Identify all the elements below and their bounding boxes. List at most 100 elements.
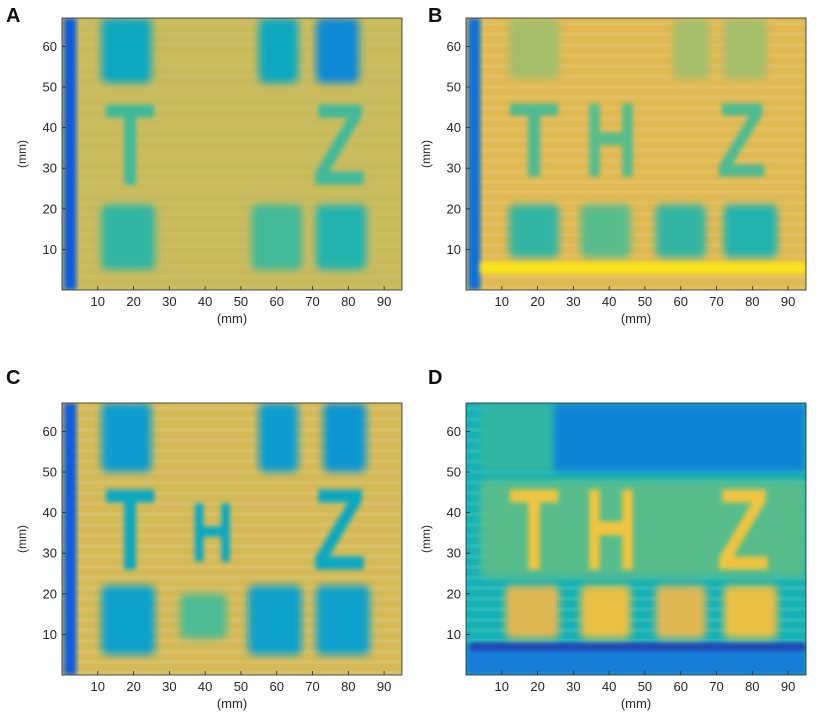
edge-band [63,18,77,290]
stripe-artifact [62,554,402,559]
x-tick-label: 90 [377,294,391,309]
letter-h: H [191,485,234,579]
panel-d: T H Z 10 20 30 40 50 60 70 80 90 10 20 30 40 50 60 (mm) (mm… [419,367,807,711]
heatmap-block [580,204,631,258]
x-tick-label: 80 [341,294,355,309]
stripe-artifact [466,201,806,206]
axes-frame [61,17,403,291]
heatmap-block [180,593,227,639]
stripe-artifact [466,116,806,121]
x-tick-label: 40 [602,679,616,694]
stripe-artifact [62,211,402,216]
x-tick-label: 20 [530,679,544,694]
stripe-artifact [62,127,402,132]
stripe-artifact [62,21,402,26]
x-axis-label: (mm) [621,696,651,711]
stripe-artifact [62,253,402,258]
heatmap-block [316,18,360,83]
stripe-artifact [62,84,402,90]
letter-t: T [105,79,155,209]
x-tick-label: 30 [162,294,176,309]
x-tick-label: 80 [745,679,759,694]
x-tick-label: 50 [234,294,248,309]
stripe-artifact [62,32,402,37]
x-tick-label: 10 [91,294,105,309]
letter-z: Z [717,81,767,199]
heatmap-block [723,585,778,639]
stripe-artifact [62,596,402,601]
x-tick-label: 10 [495,294,509,309]
stripe-artifact [62,607,402,612]
heatmap-block [580,585,631,639]
heatmap-block [101,204,156,270]
x-tick-label: 60 [674,679,688,694]
stripe-artifact [62,575,402,580]
stripe-artifact [62,522,402,527]
x-tick-label: 60 [270,294,284,309]
stripe-artifact [466,617,806,622]
heatmap-block [101,403,152,473]
y-tick-label: 30 [447,161,461,176]
stripe-artifact [466,84,806,90]
y-tick-label: 40 [447,120,461,135]
panel-b: T H Z 10 20 30 40 50 60 70 80 90 10 20 30 40 50 60 (mm) (mm… [419,5,807,326]
stripe-artifact [466,42,806,47]
stripe-artifact [62,116,402,121]
y-tick-label: 60 [447,39,461,54]
stripe-artifact [466,32,806,37]
y-tick-label: 60 [43,424,57,439]
stripe-artifact [62,438,402,443]
stripe-artifact [466,285,806,290]
heatmap-block [101,585,156,655]
axes-frame [465,402,807,676]
letter-t: T [105,464,155,594]
heatmap-block [316,204,367,270]
x-tick-label: 30 [566,679,580,694]
heatmap-block [508,18,560,79]
heatmap-block [480,403,552,473]
stripe-artifact [62,169,402,174]
stripe-artifact [466,169,806,174]
x-tick-label: 20 [126,679,140,694]
edge-band [467,18,481,290]
x-tick-label: 10 [495,679,509,694]
stripe-artifact [466,148,806,153]
stripe-artifact [466,127,806,132]
stripe-artifact [62,469,402,475]
stripe-artifact [466,190,806,195]
stripe-artifact [62,63,402,68]
y-tick-label: 20 [43,201,57,216]
heatmap-block [323,403,367,473]
y-tick-label: 20 [43,586,57,601]
stripe-artifact [466,63,806,68]
stripe-artifact [62,448,402,453]
x-tick-label: 90 [781,294,795,309]
x-tick-label: 40 [198,679,212,694]
stripe-artifact [62,628,402,633]
y-tick-label: 50 [43,80,57,95]
stripe-artifact [62,649,402,654]
stripe-artifact [62,459,402,464]
stripe-artifact [62,264,402,269]
stripe-artifact [62,74,402,79]
x-tick-label: 70 [709,679,723,694]
stripe-artifact [62,285,402,290]
stripe-artifact [62,586,402,591]
stripe-artifact [466,232,806,237]
stripe-artifact [62,617,402,622]
heatmap-block [258,18,299,83]
y-tick-label: 60 [43,39,57,54]
stripe-artifact [62,95,402,100]
heatmap-block [316,585,370,655]
stripe-artifact [466,243,806,248]
stripe-artifact [62,533,402,538]
x-axis-label: (mm) [621,311,651,326]
stripe-artifact [62,106,402,111]
heatmap-block [101,18,152,83]
x-axis-label: (mm) [217,696,247,711]
stripe-artifact [62,137,402,142]
y-tick-label: 30 [43,161,57,176]
stripe-artifact [62,274,402,280]
stripe-artifact [62,417,402,422]
